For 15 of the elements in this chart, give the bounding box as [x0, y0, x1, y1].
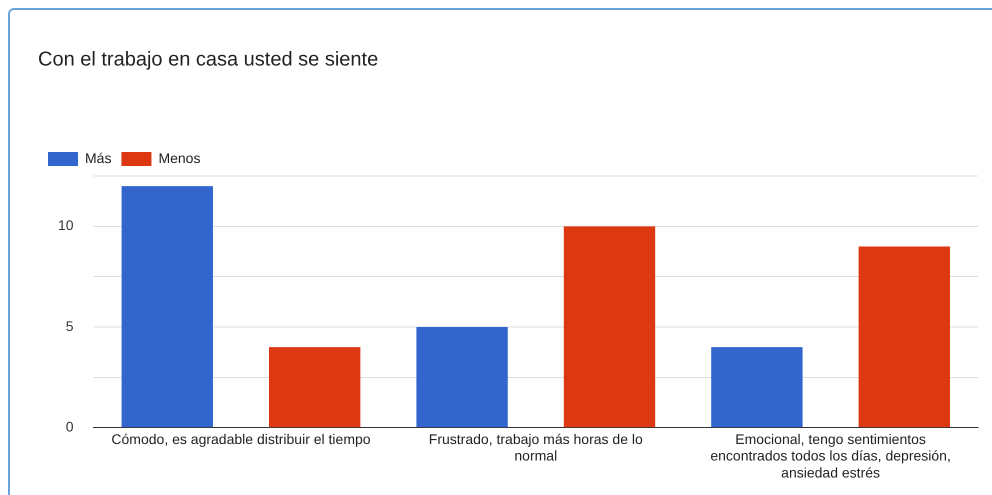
y-tick-label: 5: [66, 318, 74, 334]
chart-title: Con el trabajo en casa usted se siente: [38, 48, 378, 71]
bar: [711, 347, 803, 428]
bar: [122, 186, 213, 428]
x-tick-label: Frustrado, trabajo más horas de lo normal: [428, 430, 643, 464]
x-tick-label: Cómodo, es agradable distribuir el tiempo: [111, 430, 371, 447]
bar: [416, 326, 508, 428]
x-tick-label: Emocional, tengo sentimientos encontrados todos los días, depresión, ansiedad estrés: [710, 430, 951, 480]
y-tick-label: 0: [66, 418, 74, 434]
y-tick-label: 10: [58, 217, 74, 234]
bar: [564, 226, 656, 428]
bar: [268, 347, 360, 428]
bar: [858, 246, 950, 428]
legend-label: Menos: [158, 150, 200, 166]
legend-label: Más: [85, 150, 112, 166]
